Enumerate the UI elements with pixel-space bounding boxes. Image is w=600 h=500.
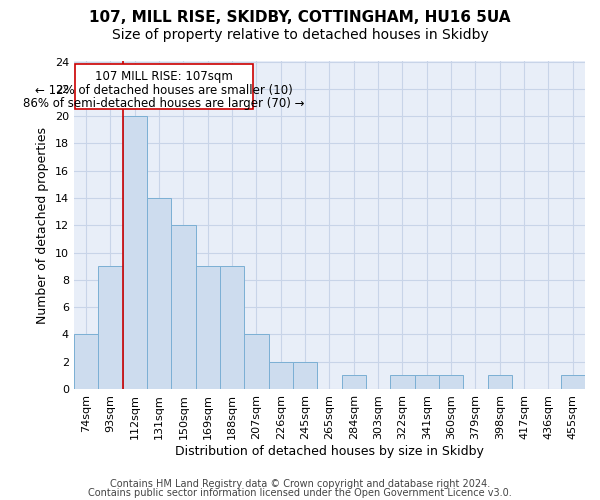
Bar — [75, 64, 253, 110]
Bar — [293, 362, 317, 389]
Y-axis label: Number of detached properties: Number of detached properties — [36, 126, 49, 324]
Bar — [244, 334, 269, 389]
Text: Contains public sector information licensed under the Open Government Licence v3: Contains public sector information licen… — [88, 488, 512, 498]
Bar — [341, 376, 366, 389]
Bar — [560, 376, 585, 389]
Bar — [488, 376, 512, 389]
Text: 86% of semi-detached houses are larger (70) →: 86% of semi-detached houses are larger (… — [23, 97, 305, 110]
Text: 107 MILL RISE: 107sqm: 107 MILL RISE: 107sqm — [95, 70, 233, 84]
Text: ← 12% of detached houses are smaller (10): ← 12% of detached houses are smaller (10… — [35, 84, 293, 97]
Bar — [390, 376, 415, 389]
Bar — [220, 266, 244, 389]
Bar — [122, 116, 147, 389]
Bar — [196, 266, 220, 389]
Bar — [439, 376, 463, 389]
Bar — [269, 362, 293, 389]
X-axis label: Distribution of detached houses by size in Skidby: Distribution of detached houses by size … — [175, 444, 484, 458]
Text: Contains HM Land Registry data © Crown copyright and database right 2024.: Contains HM Land Registry data © Crown c… — [110, 479, 490, 489]
Bar — [415, 376, 439, 389]
Bar — [74, 334, 98, 389]
Bar — [147, 198, 171, 389]
Bar — [98, 266, 122, 389]
Text: 107, MILL RISE, SKIDBY, COTTINGHAM, HU16 5UA: 107, MILL RISE, SKIDBY, COTTINGHAM, HU16… — [89, 10, 511, 25]
Bar — [171, 225, 196, 389]
Text: Size of property relative to detached houses in Skidby: Size of property relative to detached ho… — [112, 28, 488, 42]
